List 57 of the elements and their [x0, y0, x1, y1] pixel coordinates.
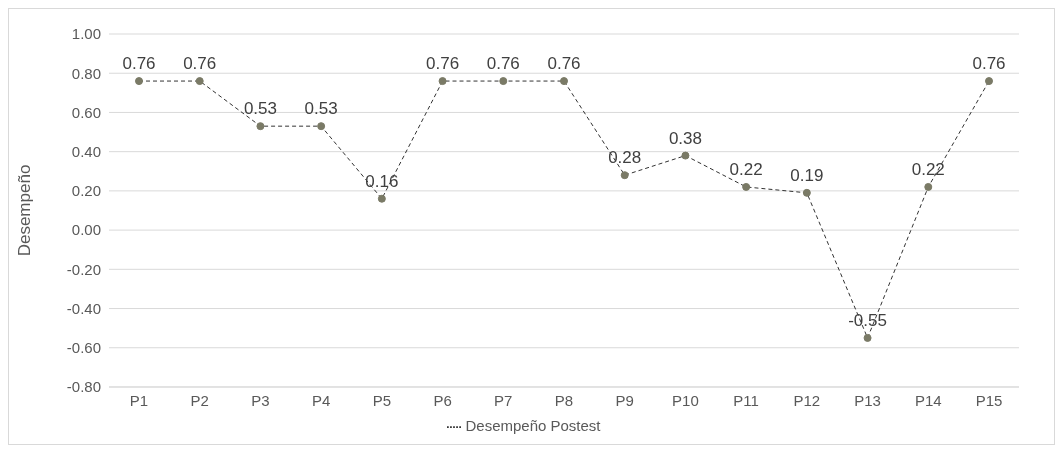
- x-tick-label: P11: [733, 391, 759, 409]
- point: [681, 151, 690, 160]
- x-tick-label: P1: [129, 391, 149, 409]
- point: [377, 194, 386, 203]
- point: [317, 122, 326, 131]
- data-label: 0.38: [668, 128, 702, 148]
- y-tick-label: 1.00: [71, 25, 101, 43]
- x-tick-label: P10: [672, 391, 699, 409]
- x-tick-label: P7: [494, 391, 513, 409]
- data-label: 0.76: [547, 54, 581, 74]
- data-label: 0.16: [365, 171, 399, 191]
- x-tick-label: P2: [190, 391, 209, 409]
- x-tick-label: P14: [914, 391, 942, 409]
- point: [742, 182, 751, 191]
- x-tick-label: P9: [615, 391, 634, 409]
- data-label: 0.53: [243, 99, 277, 119]
- data-label: 0.76: [426, 54, 460, 74]
- data-label: -0.55: [848, 310, 887, 330]
- x-tick-label: P6: [433, 391, 452, 409]
- data-label: 0.76: [122, 54, 156, 74]
- data-label: 0.53: [304, 99, 338, 119]
- y-tick-label: 0.00: [71, 221, 101, 239]
- data-label: 0.22: [911, 159, 945, 179]
- point: [620, 171, 629, 180]
- point: [195, 77, 204, 86]
- y-tick-label: 0.60: [71, 103, 101, 121]
- point: [560, 77, 568, 86]
- point: [802, 188, 811, 197]
- x-tick-label: P5: [372, 391, 392, 409]
- x-tick-label: P8: [554, 391, 574, 409]
- y-axis-title: Desempeño: [15, 164, 35, 257]
- x-tick-label: P12: [793, 391, 821, 409]
- x-tick-label: P3: [251, 391, 270, 409]
- point: [985, 77, 993, 86]
- data-label: 0.76: [972, 54, 1006, 74]
- x-tick-label: P4: [311, 391, 331, 409]
- x-tick-label: P15: [975, 391, 1003, 409]
- data-label: 0.76: [183, 54, 217, 74]
- data-label: 0.28: [608, 148, 642, 168]
- point: [499, 77, 508, 86]
- data-label: 0.22: [729, 159, 763, 179]
- y-tick-label: 0.80: [71, 64, 101, 82]
- x-tick-label: P13: [854, 391, 881, 409]
- y-tick-label: -0.60: [66, 339, 101, 357]
- y-tick-label: 0.40: [71, 142, 101, 160]
- y-tick-label: 0.20: [71, 182, 101, 200]
- data-label: 0.19: [790, 165, 824, 185]
- y-tick-label: -0.20: [66, 260, 101, 278]
- legend-label: Desempeño Postest: [465, 416, 601, 434]
- point: [438, 77, 447, 86]
- y-tick-label: -0.80: [66, 378, 101, 396]
- point: [924, 182, 933, 191]
- point: [863, 333, 872, 342]
- data-label: 0.76: [486, 54, 520, 74]
- point: [135, 77, 143, 86]
- point: [256, 122, 265, 131]
- y-tick-label: -0.40: [66, 299, 101, 317]
